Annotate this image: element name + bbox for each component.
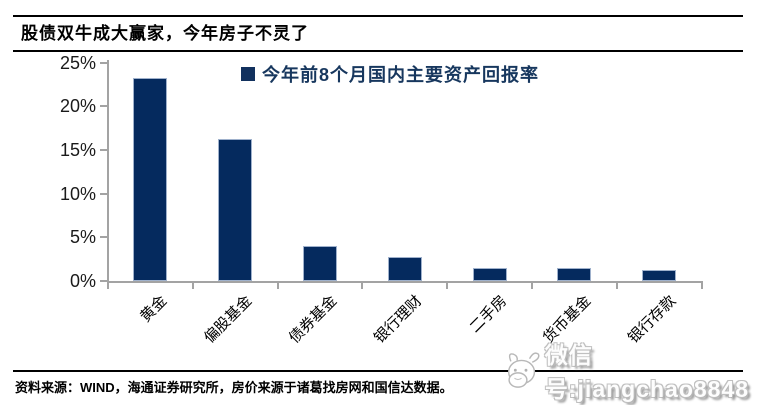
y-axis-label: 15%: [59, 139, 96, 160]
x-axis-tick: [361, 283, 364, 289]
x-axis-tick: [446, 283, 449, 289]
x-axis-tick: [615, 283, 618, 289]
y-axis-label: 20%: [59, 96, 96, 117]
top-divider: [13, 15, 743, 17]
source-note: 资料来源：WIND，海通证券研究所，房价来源于诸葛找房网和国信达数据。: [15, 380, 453, 395]
x-axis-tick: [107, 283, 109, 289]
legend-label: 今年前8个月国内主要资产回报率: [262, 65, 540, 85]
watermark: 微信号:jiangchao8848: [502, 342, 769, 402]
x-axis-tick: [531, 283, 533, 289]
bar-黄金: [133, 78, 168, 281]
page-title: 股债双牛成大赢家，今年房子不灵了: [21, 24, 309, 43]
y-axis-tick: [100, 192, 107, 195]
legend-swatch-icon: [241, 67, 255, 81]
bar-债券基金: [303, 246, 337, 281]
bar-二手房: [472, 267, 507, 281]
y-axis-tick: [100, 148, 107, 151]
cartoon-head-icon: [507, 352, 540, 388]
bar-银行理财: [387, 257, 422, 281]
x-axis-tick: [276, 283, 279, 289]
x-axis-label: 偏股基金: [201, 292, 256, 347]
x-axis-label: 黄金: [137, 292, 171, 326]
y-axis-label: 0%: [69, 271, 96, 291]
y-axis-label: 25%: [59, 52, 96, 73]
x-axis-label: 债券基金: [285, 292, 341, 347]
y-axis-tick: [100, 105, 107, 108]
title-divider: [13, 50, 743, 52]
chart-legend: 今年前8个月国内主要资产回报率: [241, 62, 539, 86]
bar-银行存款: [642, 269, 677, 281]
y-axis-tick: [100, 61, 107, 64]
x-axis-tick: [700, 283, 703, 289]
bar-货币基金: [557, 267, 592, 281]
x-axis-label: 银行理财: [370, 292, 426, 347]
x-axis-tick: [191, 283, 194, 289]
y-axis-tick: [100, 280, 107, 282]
y-axis: [107, 60, 109, 282]
y-axis-label: 5%: [69, 227, 96, 248]
y-axis-tick: [100, 236, 107, 239]
bar-偏股基金: [218, 138, 253, 281]
x-axis: [107, 281, 703, 283]
x-axis-label: 二手房: [466, 292, 510, 337]
watermark-label: 微信号:jiangchao8848: [544, 342, 750, 402]
y-axis-label: 10%: [59, 183, 96, 204]
footer-divider: [13, 370, 743, 372]
